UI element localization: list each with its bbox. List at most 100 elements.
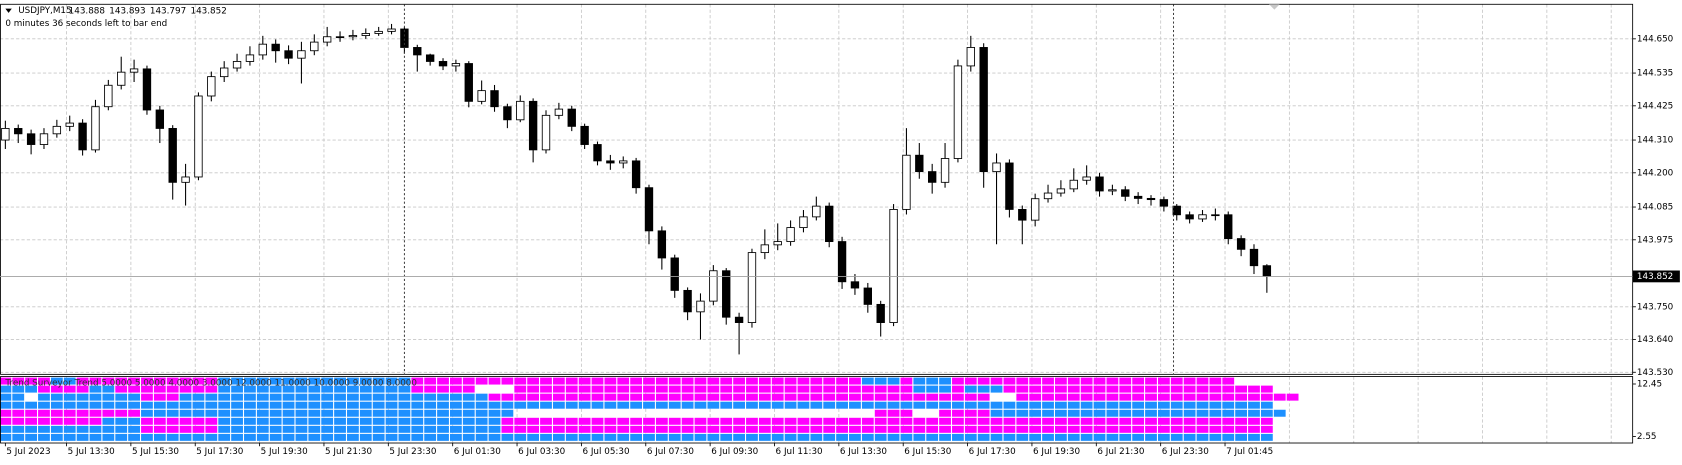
indicator-cell: [1248, 433, 1260, 441]
indicator-cell: [939, 417, 951, 425]
indicator-cell: [76, 409, 89, 417]
indicator-cell: [205, 393, 218, 401]
indicator-cell: [758, 385, 771, 393]
indicator-cell: [578, 385, 591, 393]
indicator-cell: [449, 401, 462, 409]
indicator-cell: [449, 393, 462, 401]
indicator-cell: [372, 393, 385, 401]
candle-body: [503, 106, 512, 121]
indicator-cell: [128, 377, 140, 385]
indicator-cell: [784, 425, 797, 433]
indicator-cell: [1003, 417, 1016, 425]
indicator-y-tick-label: 2.55: [1637, 432, 1657, 442]
indicator-cell: [141, 409, 153, 417]
indicator-cell: [964, 393, 977, 401]
indicator-cell: [12, 417, 25, 425]
y-tick-label: 144.310: [1637, 136, 1673, 146]
indicator-cell: [153, 425, 166, 433]
indicator-cell: [1183, 385, 1196, 393]
indicator-cell: [38, 385, 50, 393]
indicator-cell: [1248, 417, 1260, 425]
indicator-cell: [334, 385, 346, 393]
menu-arrow[interactable]: [5, 8, 12, 13]
indicator-cell: [1029, 417, 1042, 425]
indicator-cell: [810, 433, 823, 441]
indicator-cell: [771, 401, 784, 409]
indicator-cell: [89, 433, 102, 441]
indicator-cell: [514, 401, 527, 409]
indicator-cell: [1222, 433, 1235, 441]
indicator-cell: [179, 401, 192, 409]
marks-layer: [0, 23, 1299, 441]
indicator-cell: [411, 417, 424, 425]
indicator-cell: [256, 401, 269, 409]
indicator-cell: [282, 393, 295, 401]
indicator-cell: [462, 393, 475, 401]
indicator-cell: [707, 401, 720, 409]
indicator-cell: [153, 417, 166, 425]
indicator-cell: [25, 433, 38, 441]
indicator-cell: [527, 393, 540, 401]
indicator-cell: [823, 401, 836, 409]
candle-body: [644, 187, 654, 232]
candle-body: [915, 154, 924, 173]
candle-body: [451, 63, 461, 67]
candle-body: [657, 230, 667, 259]
indicator-cell: [823, 433, 836, 441]
indicator-cell: [694, 433, 707, 441]
indicator-cell: [746, 401, 758, 409]
indicator-cell: [668, 425, 681, 433]
indicator-cell: [153, 377, 166, 385]
candle-body: [413, 47, 422, 56]
ohlc-value: 143.893: [109, 6, 145, 16]
indicator-cell: [797, 417, 810, 425]
indicator-cell: [488, 425, 501, 433]
indicator-cell: [462, 385, 475, 393]
indicator-cell: [1235, 393, 1248, 401]
indicator-cell: [990, 401, 1003, 409]
indicator-cell: [514, 433, 527, 441]
indicator-cell: [398, 409, 411, 417]
indicator-cell: [347, 393, 359, 401]
indicator-cell: [424, 393, 437, 401]
indicator-cell: [514, 377, 527, 385]
indicator-cell: [1029, 377, 1042, 385]
indicator-cell: [1055, 417, 1067, 425]
candle-body: [631, 160, 641, 189]
candle-body: [863, 287, 873, 305]
indicator-cell: [1222, 417, 1235, 425]
candle-body: [348, 35, 358, 38]
indicator-cell: [1157, 401, 1170, 409]
indicator-cell: [1016, 401, 1029, 409]
indicator-cell: [334, 433, 346, 441]
indicator-cell: [823, 385, 836, 393]
candle-body: [194, 95, 203, 178]
indicator-cell: [1235, 401, 1248, 409]
indicator-cell: [347, 385, 359, 393]
candle-body: [258, 43, 267, 56]
indicator-cell: [1196, 409, 1209, 417]
ohlc-value: 143.888: [69, 6, 105, 16]
indicator-cell: [244, 417, 256, 425]
indicator-cell: [25, 425, 38, 433]
indicator-cell: [295, 393, 308, 401]
indicator-cell: [231, 433, 243, 441]
indicator-cell: [321, 393, 334, 401]
indicator-cell: [771, 433, 784, 441]
indicator-cell: [681, 401, 694, 409]
indicator-cell: [1055, 385, 1067, 393]
indicator-cell: [295, 433, 308, 441]
indicator-cell: [1209, 393, 1222, 401]
indicator-cell: [784, 401, 797, 409]
indicator-cell: [437, 401, 449, 409]
candle-body: [490, 90, 499, 108]
indicator-cell: [578, 425, 591, 433]
indicator-cell: [1132, 433, 1145, 441]
candle-body: [927, 171, 937, 183]
indicator-cell: [746, 425, 758, 433]
indicator-cell: [1222, 377, 1235, 385]
indicator-cell: [977, 425, 990, 433]
indicator-cell: [913, 425, 926, 433]
indicator-cell: [1093, 433, 1106, 441]
indicator-cell: [295, 401, 308, 409]
